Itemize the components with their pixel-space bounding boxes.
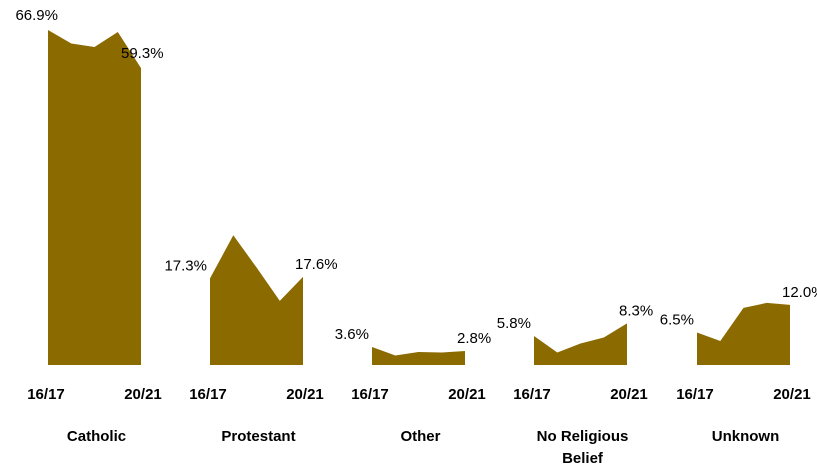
tick-label-end-no-religious-belief: 20/21 <box>610 386 648 403</box>
value-label-end-other: 2.8% <box>457 330 491 347</box>
tick-label-end-catholic: 20/21 <box>124 386 162 403</box>
tick-label-end-protestant: 20/21 <box>286 386 324 403</box>
value-label-end-catholic: 59.3% <box>121 45 164 62</box>
tick-label-start-no-religious-belief: 16/17 <box>513 386 551 403</box>
value-label-end-protestant: 17.6% <box>295 256 338 273</box>
tick-label-end-unknown: 20/21 <box>773 386 811 403</box>
value-label-end-unknown: 12.0% <box>782 284 817 301</box>
category-label-other: Other <box>400 428 440 445</box>
tick-label-start-unknown: 16/17 <box>676 386 714 403</box>
tick-label-start-protestant: 16/17 <box>189 386 227 403</box>
value-label-start-other: 3.6% <box>335 326 369 343</box>
category-label-unknown: Unknown <box>712 428 780 445</box>
area-no-religious-belief <box>534 323 627 365</box>
value-label-start-protestant: 17.3% <box>164 257 207 274</box>
category-label-catholic: Catholic <box>67 428 126 445</box>
area-catholic <box>48 30 141 365</box>
value-label-start-catholic: 66.9% <box>15 7 58 24</box>
value-label-start-no-religious-belief: 5.8% <box>497 315 531 332</box>
value-label-start-unknown: 6.5% <box>660 311 694 328</box>
area-other <box>372 347 465 365</box>
tick-label-end-other: 20/21 <box>448 386 486 403</box>
area-protestant <box>210 235 303 365</box>
category-label-protestant: Protestant <box>221 428 295 445</box>
category-label-no-religious-belief-line-2: Belief <box>562 450 604 467</box>
tick-label-start-catholic: 16/17 <box>27 386 65 403</box>
tick-label-start-other: 16/17 <box>351 386 389 403</box>
value-label-end-no-religious-belief: 8.3% <box>619 302 653 319</box>
area-unknown <box>697 302 790 365</box>
category-label-no-religious-belief: No Religious <box>537 428 629 445</box>
